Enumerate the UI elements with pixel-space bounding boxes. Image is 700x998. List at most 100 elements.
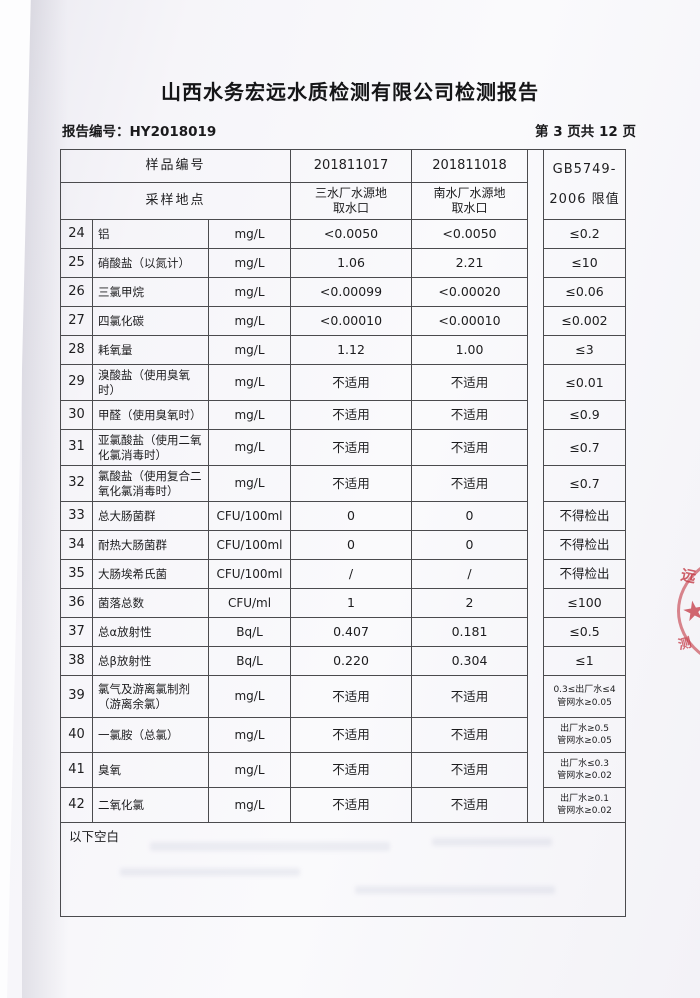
table-row: 39 氯气及游离氯制剂 （游离余氯） mg/L 不适用 不适用 0.3≤出厂水≤… <box>60 675 627 718</box>
table-row: 31 亚氯酸盐（使用二氧 化氯消毒时） mg/L 不适用 不适用 ≤0.7 <box>60 429 627 466</box>
parameter-name: 氯酸盐（使用复合二 氧化氯消毒时） <box>92 465 209 502</box>
sample1-value: <0.00010 <box>290 306 413 336</box>
sample1-value: 1.06 <box>290 248 413 278</box>
limit-value: ≤0.01 <box>543 364 627 401</box>
row-number: 29 <box>60 364 93 401</box>
limit-line-2: 管网水≥0.02 <box>557 771 612 781</box>
table-row: 36 菌落总数 CFU/ml 1 2 ≤100 <box>60 588 627 618</box>
sampling-site-label: 采样地点 <box>59 182 292 220</box>
below-blank-note: 以下空白 <box>59 822 627 917</box>
sample1-value: 不适用 <box>290 717 413 753</box>
row-number: 36 <box>60 588 93 618</box>
sample2-value: 不适用 <box>411 787 529 823</box>
sample2-value: <0.00020 <box>411 277 529 307</box>
table-row: 40 一氯胺（总氯） mg/L 不适用 不适用 出厂水≥0.5 管网水≥0.05 <box>60 717 627 753</box>
limit-line-1: ≤1 <box>575 653 594 669</box>
parameter-name: 总α放射性 <box>92 617 209 647</box>
sample2-site: 南水厂水源地 取水口 <box>411 182 529 220</box>
sample1-value: 1.12 <box>290 335 413 365</box>
limit-value: ≤100 <box>543 588 627 618</box>
sample1-value: 0 <box>290 501 413 531</box>
limit-line-1: ≤0.06 <box>565 284 604 300</box>
sample2-id: 201811018 <box>411 149 529 183</box>
parameter-name: 硝酸盐（以氮计） <box>92 248 209 278</box>
sample1-value: 不适用 <box>290 787 413 823</box>
limit-value: ≤0.9 <box>543 400 627 430</box>
sample2-value: 不适用 <box>411 717 529 753</box>
limit-value: 出厂水≥0.5 管网水≥0.05 <box>543 717 627 753</box>
sample2-value: 1.00 <box>411 335 529 365</box>
sample2-value: 不适用 <box>411 675 529 718</box>
limit-line-1: 出厂水≥0.1 <box>560 793 609 804</box>
limit-value: ≤0.5 <box>543 617 627 647</box>
row-number: 33 <box>60 501 93 531</box>
sample1-value: 0 <box>290 530 413 560</box>
unit: mg/L <box>207 752 292 788</box>
unit: CFU/100ml <box>207 501 292 531</box>
row-number: 37 <box>60 617 93 647</box>
parameter-name: 总β放射性 <box>92 646 209 676</box>
row-number: 31 <box>60 429 93 466</box>
sample1-value: <0.0050 <box>290 219 413 249</box>
parameter-name: 总大肠菌群 <box>92 501 209 531</box>
sample1-value: 1 <box>290 588 413 618</box>
limit-value: ≤3 <box>543 335 627 365</box>
row-number: 25 <box>60 248 93 278</box>
row-number: 34 <box>60 530 93 560</box>
sample2-value: 不适用 <box>411 752 529 788</box>
sample2-value: 不适用 <box>411 429 529 466</box>
parameter-name: 溴酸盐（使用臭氧 时） <box>92 364 209 401</box>
limit-value: 不得检出 <box>543 530 627 560</box>
parameter-name: 亚氯酸盐（使用二氧 化氯消毒时） <box>92 429 209 466</box>
limit-line-2: 管网水≥0.05 <box>557 697 612 708</box>
row-number: 30 <box>60 400 93 430</box>
row-number: 28 <box>60 335 93 365</box>
sample2-value: 0 <box>411 501 529 531</box>
unit: mg/L <box>207 717 292 753</box>
limit-value: 不得检出 <box>543 559 627 589</box>
limit-column-header: GB5749- 2006 限值 <box>543 149 627 220</box>
row-number: 39 <box>60 675 93 718</box>
limit-line-1: ≤0.002 <box>561 313 608 329</box>
table-row: 26 三氯甲烷 mg/L <0.00099 <0.00020 ≤0.06 <box>60 277 627 307</box>
limit-line-2: 管网水≥0.05 <box>557 736 612 746</box>
table-row: 37 总α放射性 Bq/L 0.407 0.181 ≤0.5 <box>60 617 627 647</box>
unit: mg/L <box>207 429 292 466</box>
table-row: 30 甲醛（使用臭氧时） mg/L 不适用 不适用 ≤0.9 <box>60 400 627 430</box>
row-number: 32 <box>60 465 93 502</box>
parameter-name: 三氯甲烷 <box>92 277 209 307</box>
unit: Bq/L <box>207 646 292 676</box>
limit-line-1: ≤0.5 <box>569 624 600 640</box>
unit: mg/L <box>207 400 292 430</box>
limit-line-1: ≤0.2 <box>569 226 600 242</box>
limit-line-1: 0.3≤出厂水≤4 <box>553 685 616 696</box>
parameter-name: 氯气及游离氯制剂 （游离余氯） <box>92 675 209 718</box>
unit: mg/L <box>207 335 292 365</box>
sample1-value: / <box>290 559 413 589</box>
sample2-value: 2.21 <box>411 248 529 278</box>
limit-line-1: 不得检出 <box>559 537 610 553</box>
limit-line-1: 不得检出 <box>559 566 610 582</box>
limit-line-1: ≤100 <box>567 595 602 611</box>
limit-value: ≤0.2 <box>543 219 627 249</box>
limit-value: 出厂水≤0.3 管网水≥0.02 <box>543 752 627 788</box>
parameter-name: 铝 <box>92 219 209 249</box>
limit-value: ≤0.7 <box>543 465 627 502</box>
page-indicator: 第 3 页共 12 页 <box>535 124 636 140</box>
limit-value: 0.3≤出厂水≤4 管网水≥0.05 <box>543 675 627 718</box>
limit-line-1: 不得检出 <box>559 508 610 524</box>
row-number: 26 <box>60 277 93 307</box>
results-table: 样品编号 201811017 201811018 GB5749- 2006 限值… <box>59 149 627 917</box>
unit: mg/L <box>207 248 292 278</box>
table-row: 41 臭氧 mg/L 不适用 不适用 出厂水≤0.3 管网水≥0.02 <box>60 752 627 788</box>
unit: mg/L <box>207 306 292 336</box>
table-row: 25 硝酸盐（以氮计） mg/L 1.06 2.21 ≤10 <box>60 248 627 278</box>
unit: CFU/100ml <box>207 559 292 589</box>
sample1-value: 不适用 <box>290 364 413 401</box>
unit: mg/L <box>207 219 292 249</box>
parameter-name: 二氧化氯 <box>92 787 209 823</box>
limit-line-1: ≤0.7 <box>569 475 600 491</box>
unit: mg/L <box>207 675 292 718</box>
